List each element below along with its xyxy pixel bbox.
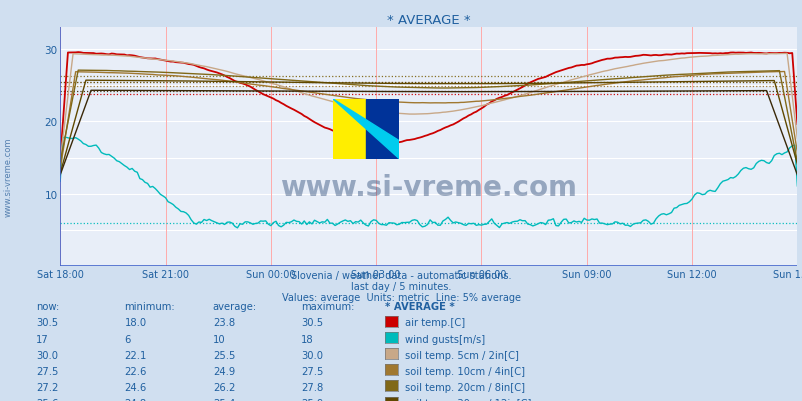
Text: soil temp. 30cm / 12in[C]: soil temp. 30cm / 12in[C] <box>404 398 530 401</box>
Text: soil temp. 5cm / 2in[C]: soil temp. 5cm / 2in[C] <box>404 350 518 360</box>
Text: 6: 6 <box>124 334 131 344</box>
Text: 30.0: 30.0 <box>301 350 322 360</box>
Text: last day / 5 minutes.: last day / 5 minutes. <box>351 282 451 292</box>
Text: 26.2: 26.2 <box>213 382 235 392</box>
Text: Slovenia / weather data - automatic stations.: Slovenia / weather data - automatic stat… <box>291 271 511 281</box>
Text: www.si-vreme.com: www.si-vreme.com <box>3 137 13 216</box>
Text: now:: now: <box>36 302 59 312</box>
Text: 30.5: 30.5 <box>36 318 59 328</box>
Text: 22.1: 22.1 <box>124 350 147 360</box>
Text: 25.9: 25.9 <box>301 398 323 401</box>
Text: wind gusts[m/s]: wind gusts[m/s] <box>404 334 484 344</box>
Text: 24.8: 24.8 <box>124 398 147 401</box>
Text: 22.6: 22.6 <box>124 366 147 376</box>
Text: 18.0: 18.0 <box>124 318 147 328</box>
Text: Values: average  Units: metric  Line: 5% average: Values: average Units: metric Line: 5% a… <box>282 292 520 302</box>
Text: 10: 10 <box>213 334 225 344</box>
Text: * AVERAGE *: * AVERAGE * <box>385 302 455 312</box>
Title: * AVERAGE *: * AVERAGE * <box>387 14 470 27</box>
Text: air temp.[C]: air temp.[C] <box>404 318 464 328</box>
Text: 25.5: 25.5 <box>213 350 235 360</box>
Text: 30.5: 30.5 <box>301 318 323 328</box>
Text: soil temp. 20cm / 8in[C]: soil temp. 20cm / 8in[C] <box>404 382 524 392</box>
Text: 27.5: 27.5 <box>36 366 59 376</box>
Text: 25.4: 25.4 <box>213 398 235 401</box>
Text: 27.2: 27.2 <box>36 382 59 392</box>
Text: 23.8: 23.8 <box>213 318 235 328</box>
Text: maximum:: maximum: <box>301 302 354 312</box>
Text: 27.8: 27.8 <box>301 382 323 392</box>
Text: 24.6: 24.6 <box>124 382 147 392</box>
Text: www.si-vreme.com: www.si-vreme.com <box>280 174 577 202</box>
Text: soil temp. 10cm / 4in[C]: soil temp. 10cm / 4in[C] <box>404 366 524 376</box>
Text: 25.6: 25.6 <box>36 398 59 401</box>
Text: 18: 18 <box>301 334 314 344</box>
Text: 17: 17 <box>36 334 49 344</box>
Text: average:: average: <box>213 302 257 312</box>
Text: 30.0: 30.0 <box>36 350 58 360</box>
Text: 27.5: 27.5 <box>301 366 323 376</box>
Text: 24.9: 24.9 <box>213 366 235 376</box>
Text: minimum:: minimum: <box>124 302 175 312</box>
